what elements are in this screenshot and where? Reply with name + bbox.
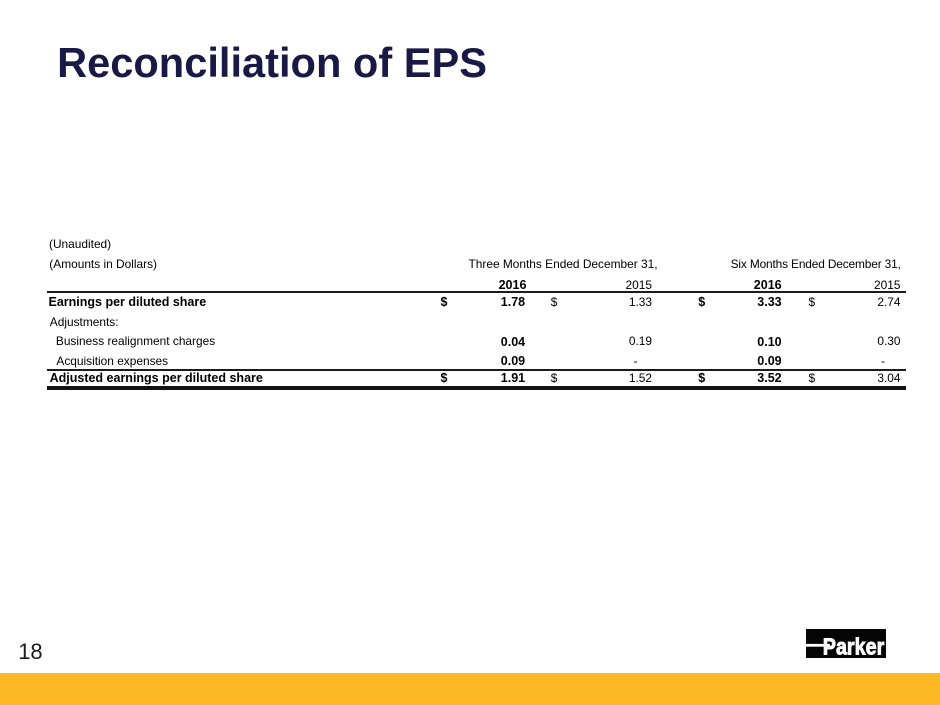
svg-text:Parker: Parker	[822, 633, 884, 658]
